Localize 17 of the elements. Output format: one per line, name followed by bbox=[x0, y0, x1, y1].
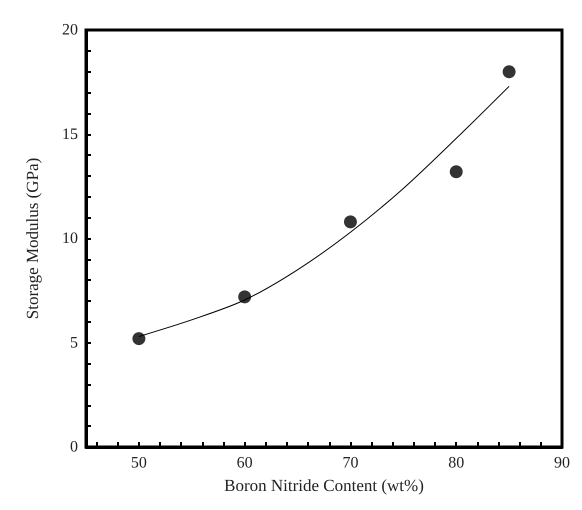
point bbox=[132, 332, 146, 346]
y-tick-label: 20 bbox=[62, 22, 78, 38]
x-tick-label: 70 bbox=[342, 454, 358, 472]
x-tick-label: 50 bbox=[130, 454, 147, 472]
point bbox=[238, 290, 252, 304]
y-tick-label: 10 bbox=[62, 230, 78, 247]
y-tick-label: 15 bbox=[62, 126, 78, 143]
point bbox=[344, 215, 357, 228]
y-tick-label: 5 bbox=[70, 334, 78, 352]
x-axis-title: Boron Nitride Content (wt%) bbox=[224, 476, 424, 495]
x-tick-label: 60 bbox=[236, 454, 253, 472]
y-tick-label: 0 bbox=[70, 438, 78, 456]
point bbox=[502, 65, 516, 78]
y-axis-title: Storage Modulus (GPa) bbox=[23, 158, 42, 320]
point bbox=[450, 165, 463, 178]
x-tick-label: 80 bbox=[448, 454, 464, 472]
x-tick-label: 90 bbox=[554, 454, 570, 472]
